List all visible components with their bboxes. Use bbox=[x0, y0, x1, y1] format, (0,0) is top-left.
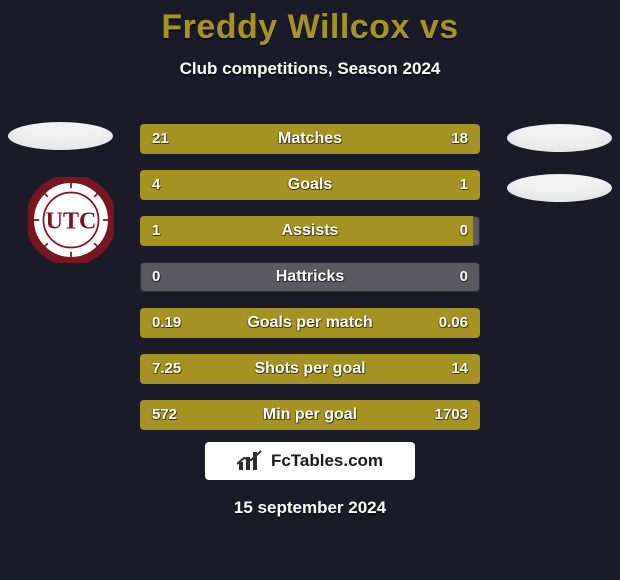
stat-label: Hattricks bbox=[140, 262, 480, 292]
stat-label: Goals per match bbox=[140, 308, 480, 338]
stats-container: 2118Matches 41Goals 10Assists 00Hattricks 0.… bbox=[140, 124, 480, 446]
svg-text:UTC: UTC bbox=[46, 209, 97, 235]
player1-photo-placeholder bbox=[8, 122, 113, 150]
player2-photo-placeholder bbox=[507, 124, 612, 152]
brand-chart-icon bbox=[237, 450, 263, 472]
footer-date: 15 september 2024 bbox=[0, 498, 620, 518]
stat-row: 5721703Min per goal bbox=[140, 400, 480, 430]
player1-club-badge: UTC bbox=[28, 177, 114, 263]
title-vs: vs bbox=[420, 8, 459, 46]
subtitle: Club competitions, Season 2024 bbox=[0, 59, 620, 79]
stat-row: 0.190.06Goals per match bbox=[140, 308, 480, 338]
stat-label: Min per goal bbox=[140, 400, 480, 430]
page-title: Freddy Willcox vs bbox=[0, 8, 620, 47]
stat-row: 2118Matches bbox=[140, 124, 480, 154]
stat-row: 00Hattricks bbox=[140, 262, 480, 292]
infographic-root: Freddy Willcox vs Club competitions, Sea… bbox=[0, 0, 620, 580]
brand-text: FcTables.com bbox=[271, 451, 383, 471]
title-player1: Freddy Willcox bbox=[161, 8, 410, 46]
stat-label: Assists bbox=[140, 216, 480, 246]
stat-label: Shots per goal bbox=[140, 354, 480, 384]
stat-label: Matches bbox=[140, 124, 480, 154]
stat-row: 10Assists bbox=[140, 216, 480, 246]
stat-row: 41Goals bbox=[140, 170, 480, 200]
player2-club-placeholder bbox=[507, 174, 612, 202]
stat-row: 7.2514Shots per goal bbox=[140, 354, 480, 384]
brand-box: FcTables.com bbox=[205, 442, 415, 480]
stat-label: Goals bbox=[140, 170, 480, 200]
